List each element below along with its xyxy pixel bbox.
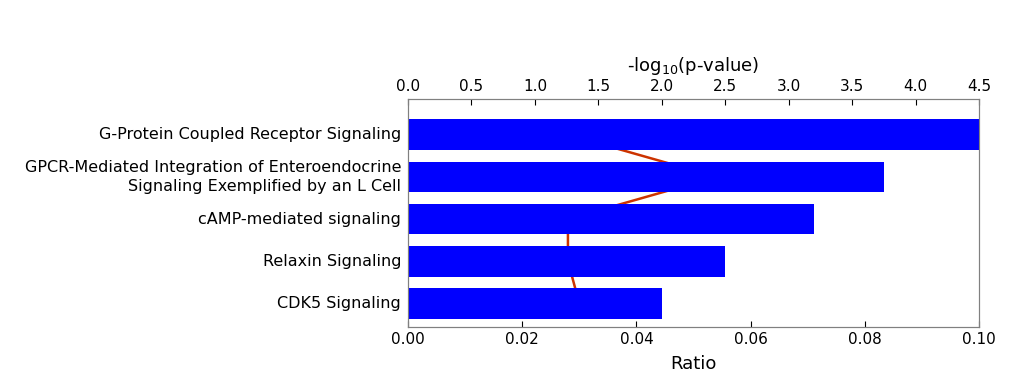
Bar (408, 162, 883, 192)
Text: G-Protein Coupled Receptor Signaling: G-Protein Coupled Receptor Signaling (99, 127, 400, 142)
Bar (408, 288, 661, 319)
X-axis label: -log$_{10}$(p-value): -log$_{10}$(p-value) (627, 55, 759, 77)
X-axis label: Ratio: Ratio (669, 355, 716, 373)
Text: Signaling Exemplified by an L Cell: Signaling Exemplified by an L Cell (128, 179, 400, 194)
Bar (408, 119, 978, 150)
Text: cAMP-mediated signaling: cAMP-mediated signaling (198, 212, 400, 226)
Text: Relaxin Signaling: Relaxin Signaling (262, 254, 400, 269)
Text: CDK5 Signaling: CDK5 Signaling (277, 296, 400, 311)
Bar (408, 246, 725, 277)
Text: GPCR-Mediated Integration of Enteroendocrine: GPCR-Mediated Integration of Enteroendoc… (24, 160, 400, 175)
Bar (408, 204, 813, 234)
